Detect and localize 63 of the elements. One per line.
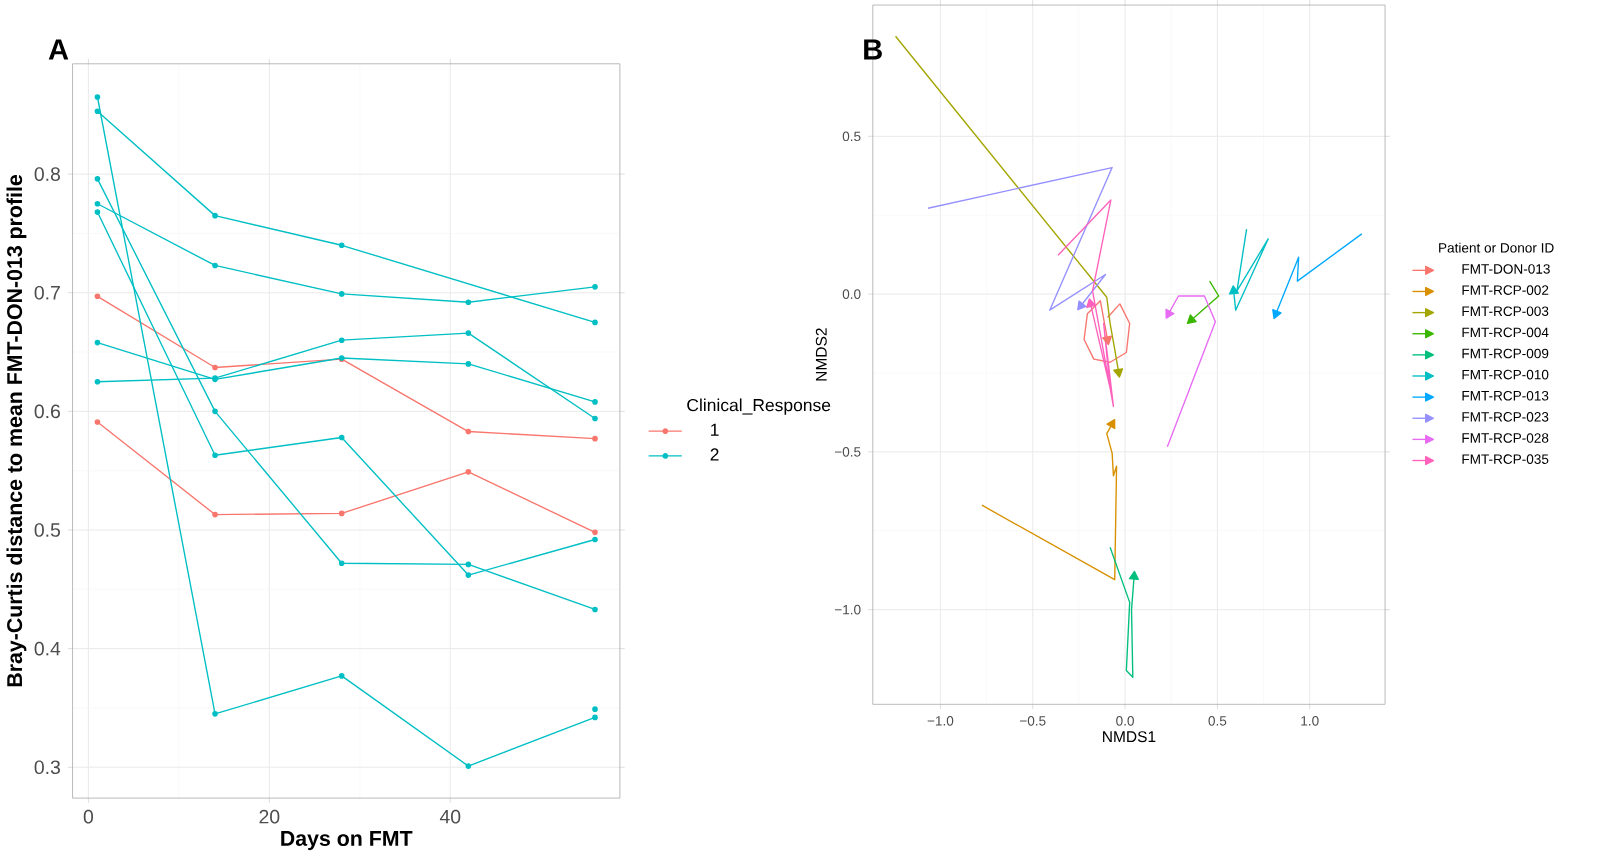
point bbox=[592, 529, 598, 535]
point bbox=[94, 208, 101, 215]
legend-label: 2 bbox=[710, 448, 719, 461]
point bbox=[592, 319, 598, 325]
point bbox=[592, 606, 598, 612]
point bbox=[338, 290, 345, 297]
point bbox=[338, 434, 345, 440]
point bbox=[465, 428, 472, 435]
point bbox=[94, 293, 101, 299]
point bbox=[592, 714, 598, 720]
point bbox=[338, 337, 345, 343]
y-tick-label: 0.3 bbox=[34, 760, 60, 774]
line-series bbox=[1083, 299, 1131, 363]
point bbox=[338, 242, 345, 248]
y-axis-title: Bray-Curtis distance to mean FMT-DON-013 profile bbox=[6, 174, 27, 686]
x-tick-label: 20 bbox=[259, 809, 280, 824]
point bbox=[592, 536, 598, 542]
point bbox=[212, 710, 218, 717]
x-tick-label: 40 bbox=[439, 809, 461, 824]
legend-title: Clinical_Response bbox=[687, 398, 831, 415]
point bbox=[465, 329, 472, 336]
line-series bbox=[1228, 228, 1269, 311]
point bbox=[212, 262, 218, 268]
point bbox=[212, 408, 218, 414]
legend-label: 1 bbox=[711, 423, 719, 436]
line-series bbox=[1165, 295, 1217, 448]
point bbox=[212, 212, 218, 219]
line-series bbox=[927, 166, 1113, 311]
point bbox=[338, 560, 345, 566]
point bbox=[212, 452, 218, 458]
point bbox=[94, 378, 101, 385]
point bbox=[465, 468, 472, 475]
point bbox=[212, 511, 218, 518]
point bbox=[94, 339, 101, 346]
point bbox=[338, 510, 345, 516]
point bbox=[465, 571, 472, 578]
point bbox=[94, 175, 101, 182]
point bbox=[465, 299, 472, 305]
line-series bbox=[1109, 546, 1139, 678]
y-tick-label: 0.5 bbox=[34, 522, 61, 537]
x-axis-title: Days on FMT bbox=[281, 830, 413, 850]
point bbox=[94, 93, 101, 100]
point bbox=[94, 418, 101, 425]
y-tick-label: 0.4 bbox=[34, 641, 61, 656]
point bbox=[592, 283, 598, 290]
x-tick-label: 0 bbox=[83, 809, 94, 824]
y-tick-label: 0.6 bbox=[34, 404, 60, 418]
point bbox=[212, 364, 218, 370]
text: B bbox=[864, 39, 882, 60]
line-series bbox=[1057, 199, 1115, 407]
point bbox=[465, 762, 472, 769]
point bbox=[592, 398, 598, 405]
y-tick-label: 0.7 bbox=[34, 285, 60, 300]
point bbox=[94, 108, 101, 114]
point bbox=[465, 360, 472, 367]
point bbox=[338, 672, 345, 679]
point bbox=[94, 200, 101, 207]
point bbox=[592, 706, 598, 712]
point bbox=[592, 435, 598, 442]
y-tick-label: 0.8 bbox=[34, 166, 60, 181]
point bbox=[465, 561, 472, 567]
chart-title: A bbox=[48, 39, 69, 60]
point bbox=[592, 415, 598, 421]
